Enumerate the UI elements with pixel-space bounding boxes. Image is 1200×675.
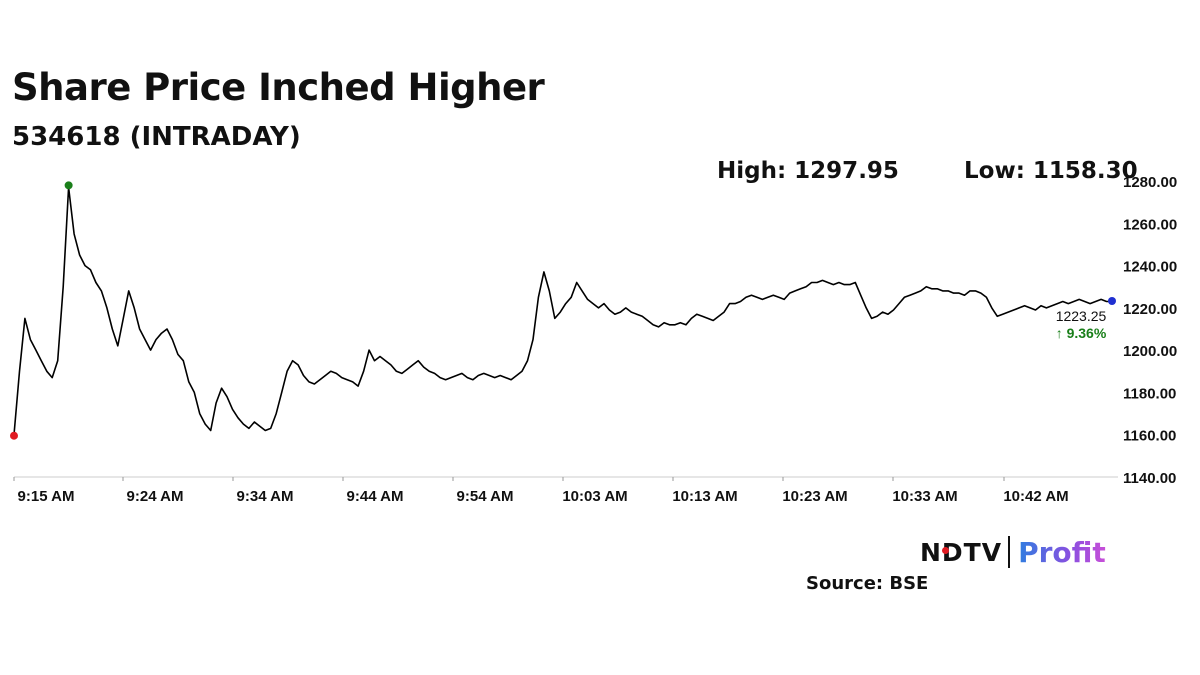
y-tick-label: 1260.00 xyxy=(1123,216,1177,233)
y-tick-label: 1180.00 xyxy=(1123,385,1176,402)
chart-labels: 1223.25↑ 9.36% xyxy=(1056,308,1107,341)
last-price-marker xyxy=(1108,296,1116,305)
logo-divider xyxy=(1008,536,1011,568)
low-marker xyxy=(10,431,18,440)
last-price-label: 1223.25 xyxy=(1056,308,1107,324)
x-tick-label: 9:15 AM xyxy=(18,488,75,505)
x-tick-label: 9:24 AM xyxy=(127,488,184,505)
logo-ndtv-text: NDTV xyxy=(920,537,1003,567)
y-tick-label: 1140.00 xyxy=(1123,470,1176,487)
price-line xyxy=(13,186,1112,435)
chart-title: Share Price Inched Higher xyxy=(12,66,545,109)
x-tick-label: 10:13 AM xyxy=(672,488,737,505)
x-tick-label: 9:44 AM xyxy=(347,488,404,505)
source-note: Source: BSE xyxy=(806,573,929,594)
chart-subtitle: 534618 (INTRADAY) xyxy=(12,122,301,152)
logo-profit-text: Profit xyxy=(1018,535,1106,569)
x-tick-label: 10:03 AM xyxy=(562,488,627,505)
y-tick-label: 1240.00 xyxy=(1123,259,1177,276)
logo-dot-icon xyxy=(942,547,949,554)
y-tick-label: 1280.00 xyxy=(1123,174,1177,191)
x-tick-label: 10:42 AM xyxy=(1003,488,1068,505)
low-value: Low: 1158.30 xyxy=(964,158,1138,184)
y-tick-label: 1220.00 xyxy=(1123,301,1177,318)
plot-area xyxy=(10,181,1116,440)
y-tick-label: 1160.00 xyxy=(1123,428,1176,445)
x-tick-label: 10:23 AM xyxy=(782,488,847,505)
high-marker xyxy=(64,181,73,190)
chart-axes: 1280.00 1260.00 1240.00 1220.00 1200.00 1180.… xyxy=(13,174,1177,505)
x-tick-label: 9:54 AM xyxy=(457,488,514,505)
y-tick-label: 1200.00 xyxy=(1123,343,1177,360)
change-percent-label: ↑ 9.36% xyxy=(1056,325,1107,341)
ndtv-profit-logo: NDTV Profit xyxy=(920,534,1106,570)
high-value: High: 1297.95 xyxy=(717,158,899,184)
x-tick-label: 10:33 AM xyxy=(892,488,957,505)
x-tick-label: 9:34 AM xyxy=(237,488,294,505)
